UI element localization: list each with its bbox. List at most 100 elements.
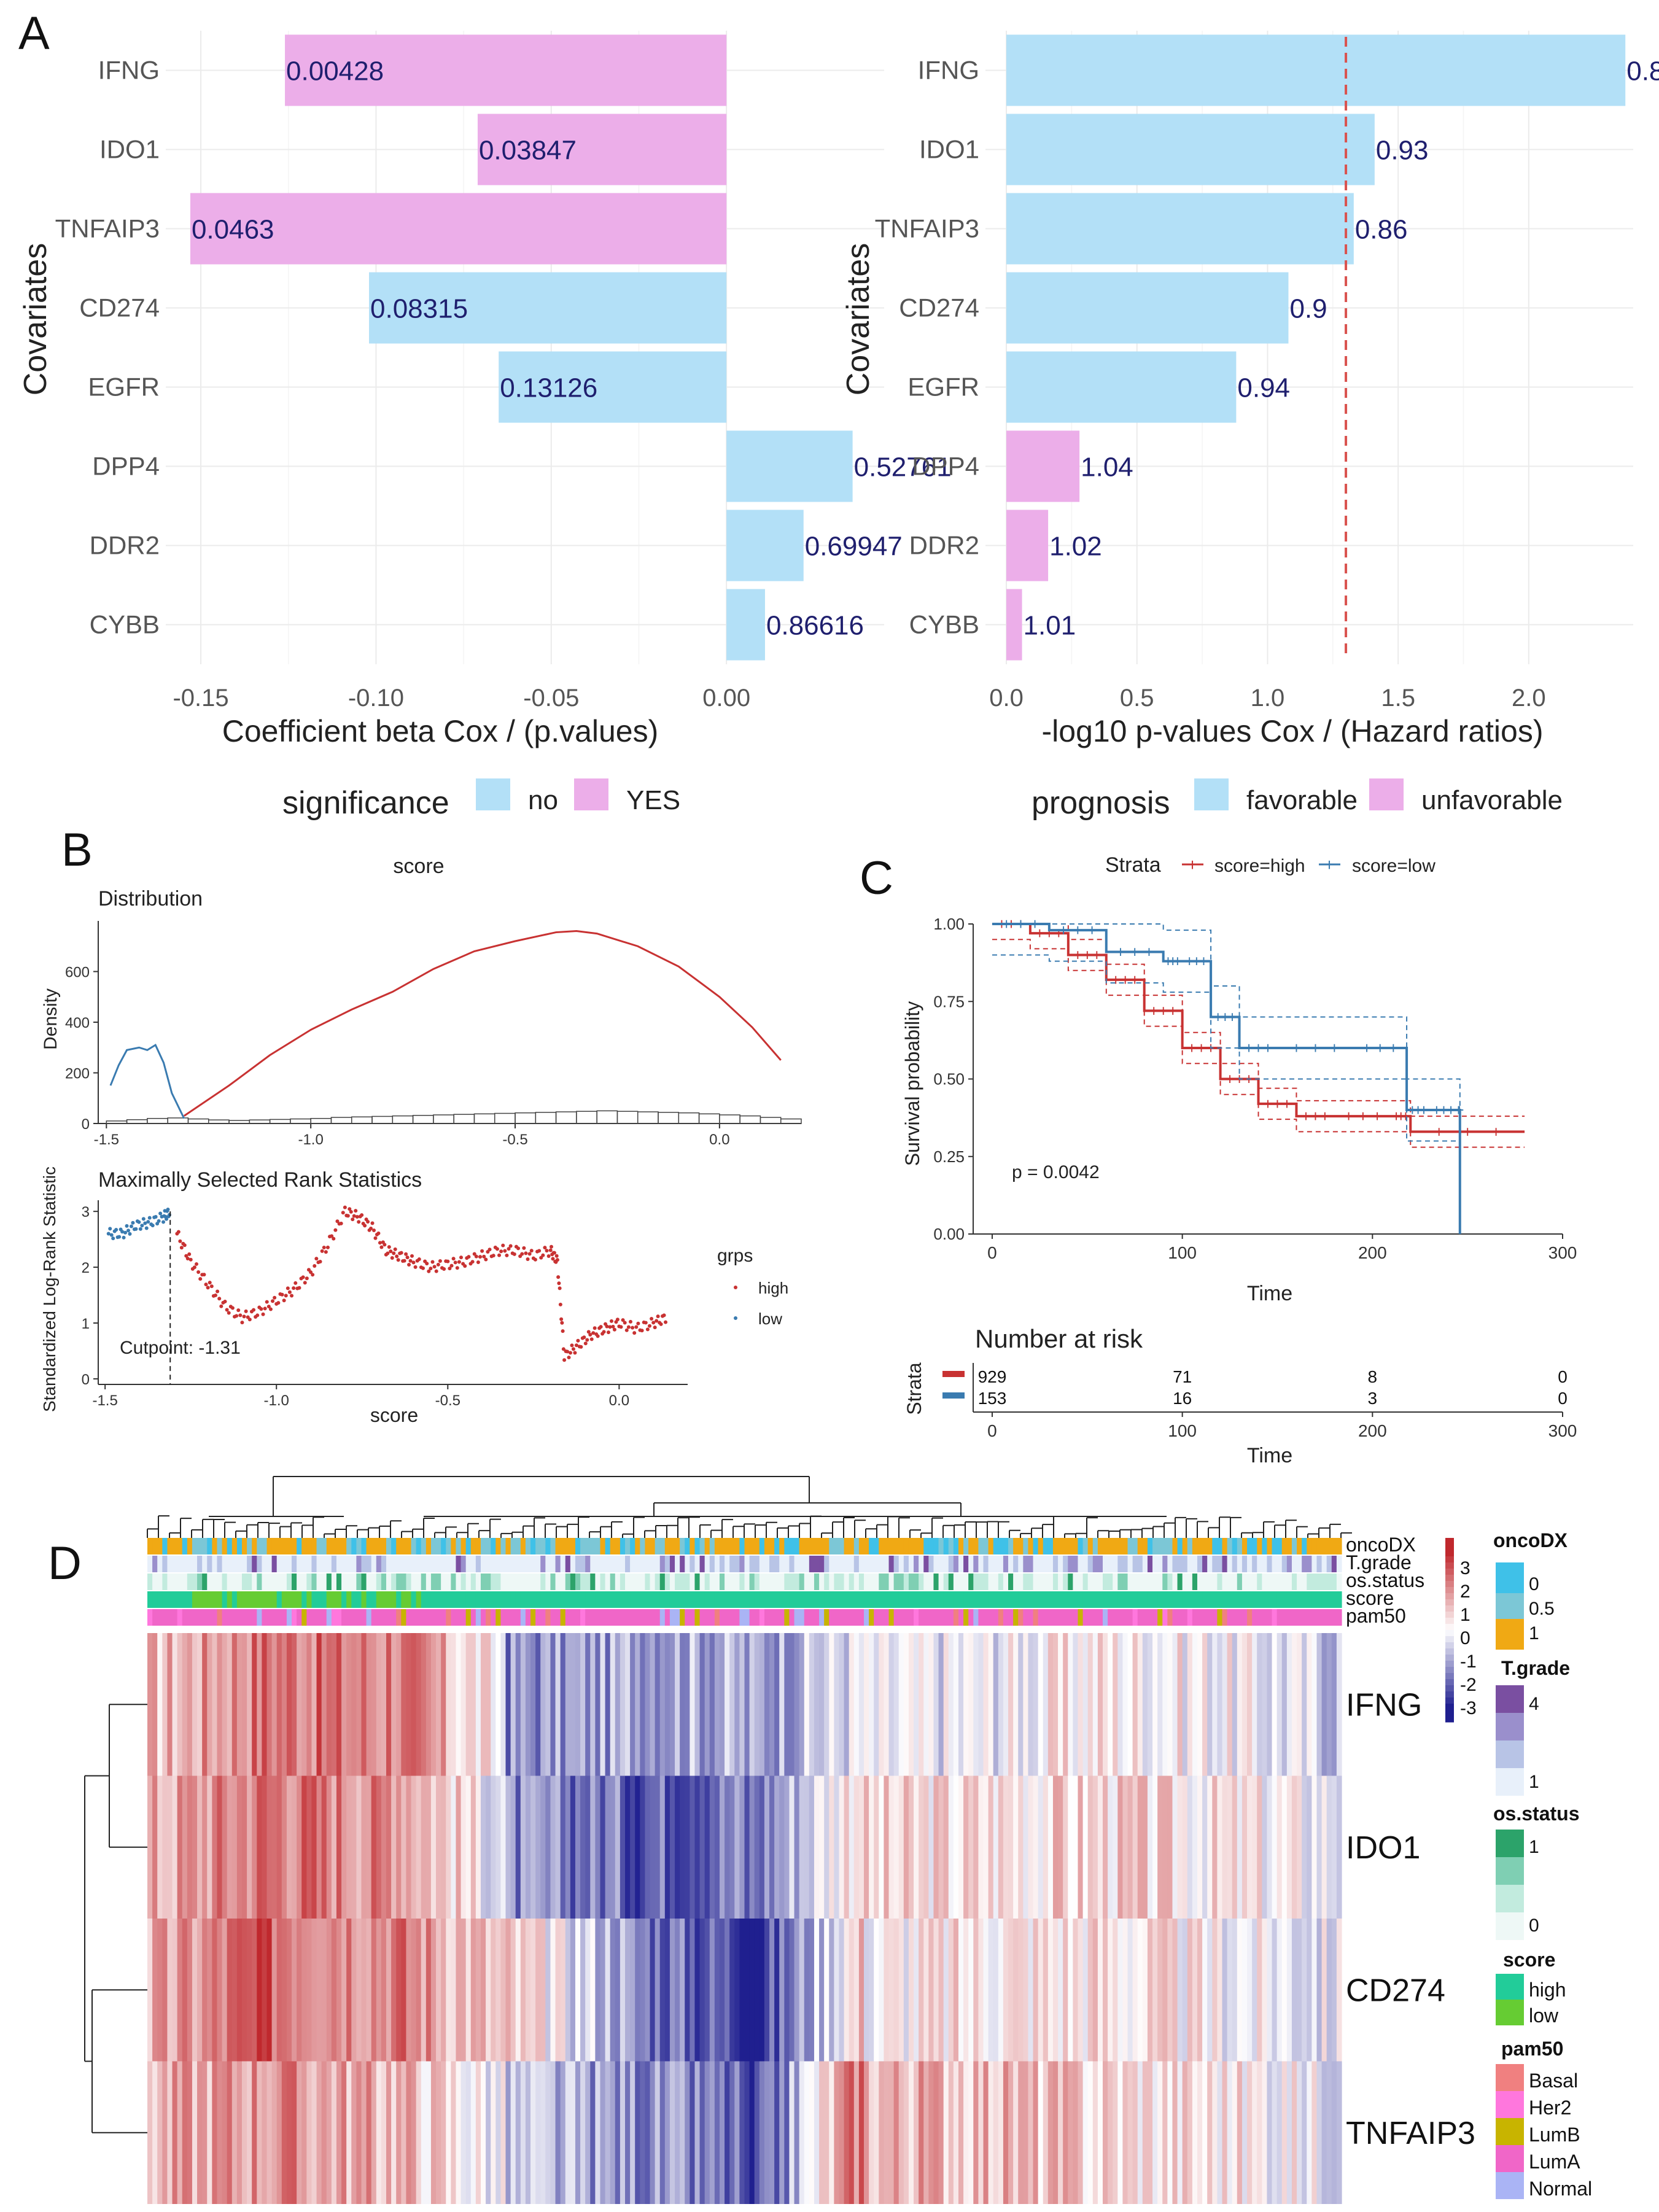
category-ifng: IFNG	[98, 56, 160, 85]
annot-cell-t-grade	[207, 1556, 212, 1572]
heat-cell-cd274	[1167, 1919, 1173, 2062]
heat-cell-ifng	[336, 1633, 342, 1776]
b-max-point-high	[259, 1307, 263, 1311]
annot-cell-pam50	[1152, 1609, 1158, 1626]
heat-cell-tnfaip3	[898, 2061, 904, 2204]
heat-cell-cd274	[774, 1919, 780, 2062]
heat-cell-ifng	[664, 1633, 670, 1776]
annot-cell-pam50	[1227, 1609, 1233, 1626]
heat-cell-ifng	[1291, 1633, 1297, 1776]
heat-cell-cd274	[739, 1919, 745, 2062]
annot-cell-oncodx	[565, 1538, 571, 1554]
annot-cell-score	[1132, 1591, 1138, 1608]
heat-cell-ido1	[1197, 1775, 1203, 1919]
heat-cell-ifng	[227, 1633, 233, 1776]
annot-cell-t-grade	[1167, 1556, 1173, 1572]
heat-cell-ifng	[371, 1633, 377, 1776]
a-tick-label: 0.0	[989, 685, 1024, 712]
heat-cell-ido1	[286, 1775, 292, 1919]
annot-cell-os-status	[1207, 1574, 1213, 1590]
heat-cell-ifng	[1262, 1633, 1268, 1776]
heat-cell-cd274	[212, 1919, 218, 2062]
bar-tnfaip3	[1006, 193, 1354, 265]
heat-cell-tnfaip3	[844, 2061, 850, 2204]
b-max-point-high	[565, 1349, 570, 1354]
b-max-point-high	[268, 1307, 273, 1311]
heat-cell-ido1	[669, 1775, 675, 1919]
category-tnfaip3: TNFAIP3	[55, 214, 160, 243]
heat-cell-tnfaip3	[998, 2061, 1004, 2204]
c-censor-score=low: +	[1254, 1039, 1263, 1057]
annot-cell-os-status	[605, 1574, 611, 1590]
annot-cell-os-status	[734, 1574, 740, 1590]
c-censor-score=high: +	[1434, 1122, 1443, 1141]
annot-cell-os-status	[769, 1574, 775, 1590]
heat-cell-tnfaip3	[386, 2061, 392, 2204]
heat-cell-cd274	[864, 1919, 869, 2062]
annot-cell-oncodx	[640, 1538, 646, 1554]
annot-cell-pam50	[625, 1609, 631, 1626]
heat-cell-ido1	[659, 1775, 666, 1919]
heat-cell-ido1	[824, 1775, 830, 1919]
annot-cell-score	[441, 1591, 446, 1608]
a-tick-label: 0.00	[702, 685, 750, 712]
heat-cell-cd274	[1018, 1919, 1024, 2062]
heat-cell-cd274	[306, 1919, 313, 2062]
heat-cell-ifng	[1232, 1633, 1238, 1776]
heat-cell-cd274	[286, 1919, 292, 2062]
legend-score-swatch	[1496, 2000, 1524, 2025]
annot-cell-t-grade	[401, 1556, 407, 1572]
annot-cell-pam50	[495, 1609, 501, 1626]
heat-cell-ifng	[530, 1633, 536, 1776]
heat-cell-tnfaip3	[968, 2061, 974, 2204]
annot-cell-os-status	[207, 1574, 212, 1590]
heat-cell-cd274	[1008, 1919, 1014, 2062]
b-max-point-low	[111, 1236, 115, 1241]
heat-cell-ido1	[222, 1775, 228, 1919]
heat-cell-ido1	[231, 1775, 238, 1919]
annot-cell-t-grade	[739, 1556, 745, 1572]
annot-cell-os-status	[371, 1574, 377, 1590]
b-max-point-high	[576, 1338, 580, 1343]
heat-cell-tnfaip3	[456, 2061, 462, 2204]
heat-cell-ifng	[734, 1633, 740, 1776]
annot-cell-oncodx	[451, 1538, 457, 1554]
annot-cell-t-grade	[177, 1556, 183, 1572]
annot-cell-pam50	[510, 1609, 516, 1626]
annot-cell-score	[943, 1591, 949, 1608]
legend-osstatus-swatch	[1496, 1857, 1524, 1885]
annot-cell-os-status	[1276, 1574, 1283, 1590]
heat-cell-cd274	[1028, 1919, 1034, 2062]
annot-cell-t-grade	[306, 1556, 313, 1572]
heat-cell-cd274	[197, 1919, 203, 2062]
heat-cell-ido1	[336, 1775, 342, 1919]
annot-cell-t-grade	[933, 1556, 939, 1572]
legend-unfavorable-label: unfavorable	[1421, 785, 1563, 815]
annot-cell-oncodx	[550, 1538, 556, 1554]
heat-cell-ifng	[605, 1633, 611, 1776]
heat-cell-ifng	[958, 1633, 964, 1776]
annot-cell-t-grade	[605, 1556, 611, 1572]
annot-cell-oncodx	[1197, 1538, 1203, 1554]
heat-cell-tnfaip3	[470, 2061, 476, 2204]
heat-cell-tnfaip3	[1047, 2061, 1054, 2204]
heat-cell-cd274	[849, 1919, 855, 2062]
heat-cell-tnfaip3	[406, 2061, 412, 2204]
annot-cell-score	[416, 1591, 422, 1608]
annot-cell-oncodx	[903, 1538, 909, 1554]
b-max-point-high	[554, 1254, 559, 1258]
heat-cell-ido1	[1167, 1775, 1173, 1919]
heat-cell-ido1	[640, 1775, 646, 1919]
annot-cell-os-status	[192, 1574, 198, 1590]
b-max-point-high	[369, 1226, 373, 1230]
annot-cell-os-status	[928, 1574, 934, 1590]
annot-cell-oncodx	[1172, 1538, 1178, 1554]
heat-cell-ido1	[425, 1775, 432, 1919]
c-censor-score=high: +	[1301, 1107, 1310, 1125]
heat-cell-tnfaip3	[819, 2061, 825, 2204]
heat-cell-ifng	[650, 1633, 656, 1776]
heat-cell-tnfaip3	[610, 2061, 616, 2204]
annot-cell-oncodx	[510, 1538, 516, 1554]
c-censor-score=low: +	[1408, 1101, 1417, 1119]
b-max-point-high	[491, 1254, 495, 1258]
